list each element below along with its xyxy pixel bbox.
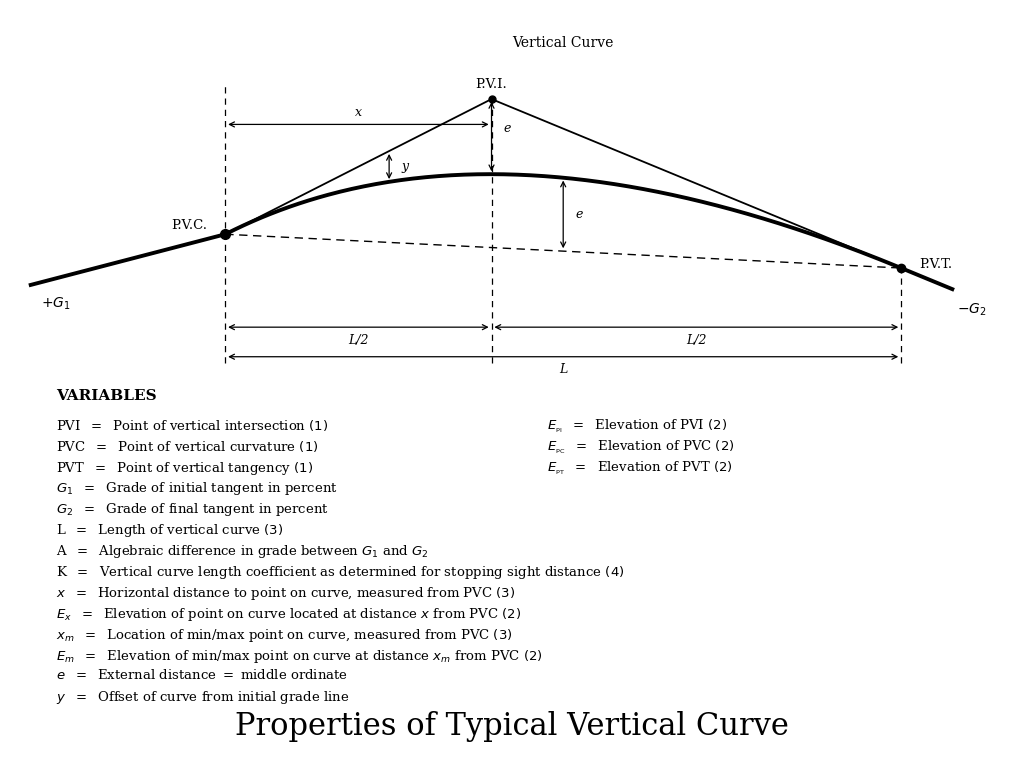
Text: K  $=$  Vertical curve length coefficient as determined for stopping sight dista: K $=$ Vertical curve length coefficient … bbox=[56, 564, 625, 581]
Text: A  $=$  Algebraic difference in grade between $G_1$ and $G_2$: A $=$ Algebraic difference in grade betw… bbox=[56, 543, 429, 560]
Text: $G_1$  $=$  Grade of initial tangent in percent: $G_1$ $=$ Grade of initial tangent in pe… bbox=[56, 481, 338, 498]
Text: $E_x$  $=$  Elevation of point on curve located at distance $x$ from PVC $(2)$: $E_x$ $=$ Elevation of point on curve lo… bbox=[56, 606, 521, 623]
Text: $y$  $=$  Offset of curve from initial grade line: $y$ $=$ Offset of curve from initial gra… bbox=[56, 690, 349, 707]
Text: e: e bbox=[575, 208, 583, 221]
Text: $E_m$  $=$  Elevation of min/max point on curve at distance $x_m$ from PVC $(2)$: $E_m$ $=$ Elevation of min/max point on … bbox=[56, 647, 543, 664]
Text: x: x bbox=[355, 106, 361, 119]
Text: L: L bbox=[559, 363, 567, 376]
Text: P.V.C.: P.V.C. bbox=[171, 219, 207, 232]
Text: $E_{_{\rm PT}}$  $=$  Elevation of PVT $(2)$: $E_{_{\rm PT}}$ $=$ Elevation of PVT $(2… bbox=[547, 459, 733, 477]
Text: P.V.T.: P.V.T. bbox=[920, 258, 952, 271]
Text: e: e bbox=[504, 121, 511, 134]
Text: $-G_2$: $-G_2$ bbox=[957, 302, 987, 318]
Text: $E_{_{\rm PC}}$  $=$  Elevation of PVC $(2)$: $E_{_{\rm PC}}$ $=$ Elevation of PVC $(2… bbox=[547, 439, 735, 456]
Text: $+G_1$: $+G_1$ bbox=[41, 296, 71, 312]
Text: $x_m$  $=$  Location of min/max point on curve, measured from PVC $(3)$: $x_m$ $=$ Location of min/max point on c… bbox=[56, 627, 513, 644]
Text: L/2: L/2 bbox=[686, 333, 707, 346]
Text: VARIABLES: VARIABLES bbox=[56, 389, 157, 402]
Text: y: y bbox=[401, 160, 409, 173]
Text: Vertical Curve: Vertical Curve bbox=[513, 35, 613, 50]
Text: PVI  $=$  Point of vertical intersection $(1)$: PVI $=$ Point of vertical intersection $… bbox=[56, 418, 329, 433]
Text: Properties of Typical Vertical Curve: Properties of Typical Vertical Curve bbox=[236, 710, 788, 742]
Text: L  $=$  Length of vertical curve $(3)$: L $=$ Length of vertical curve $(3)$ bbox=[56, 522, 284, 539]
Text: PVC  $=$  Point of vertical curvature $(1)$: PVC $=$ Point of vertical curvature $(1)… bbox=[56, 439, 318, 454]
Text: L/2: L/2 bbox=[348, 333, 369, 346]
Text: $E_{_{\rm PI}}$  $=$  Elevation of PVI $(2)$: $E_{_{\rm PI}}$ $=$ Elevation of PVI $(2… bbox=[547, 418, 727, 435]
Text: PVT  $=$  Point of vertical tangency $(1)$: PVT $=$ Point of vertical tangency $(1)$ bbox=[56, 459, 313, 477]
Text: $x$  $=$  Horizontal distance to point on curve, measured from PVC $(3)$: $x$ $=$ Horizontal distance to point on … bbox=[56, 585, 516, 602]
Text: $G_2$  $=$  Grade of final tangent in percent: $G_2$ $=$ Grade of final tangent in perc… bbox=[56, 502, 329, 518]
Text: P.V.I.: P.V.I. bbox=[475, 78, 508, 91]
Text: $e$  $=$  External distance $=$ middle ordinate: $e$ $=$ External distance $=$ middle ord… bbox=[56, 668, 348, 683]
